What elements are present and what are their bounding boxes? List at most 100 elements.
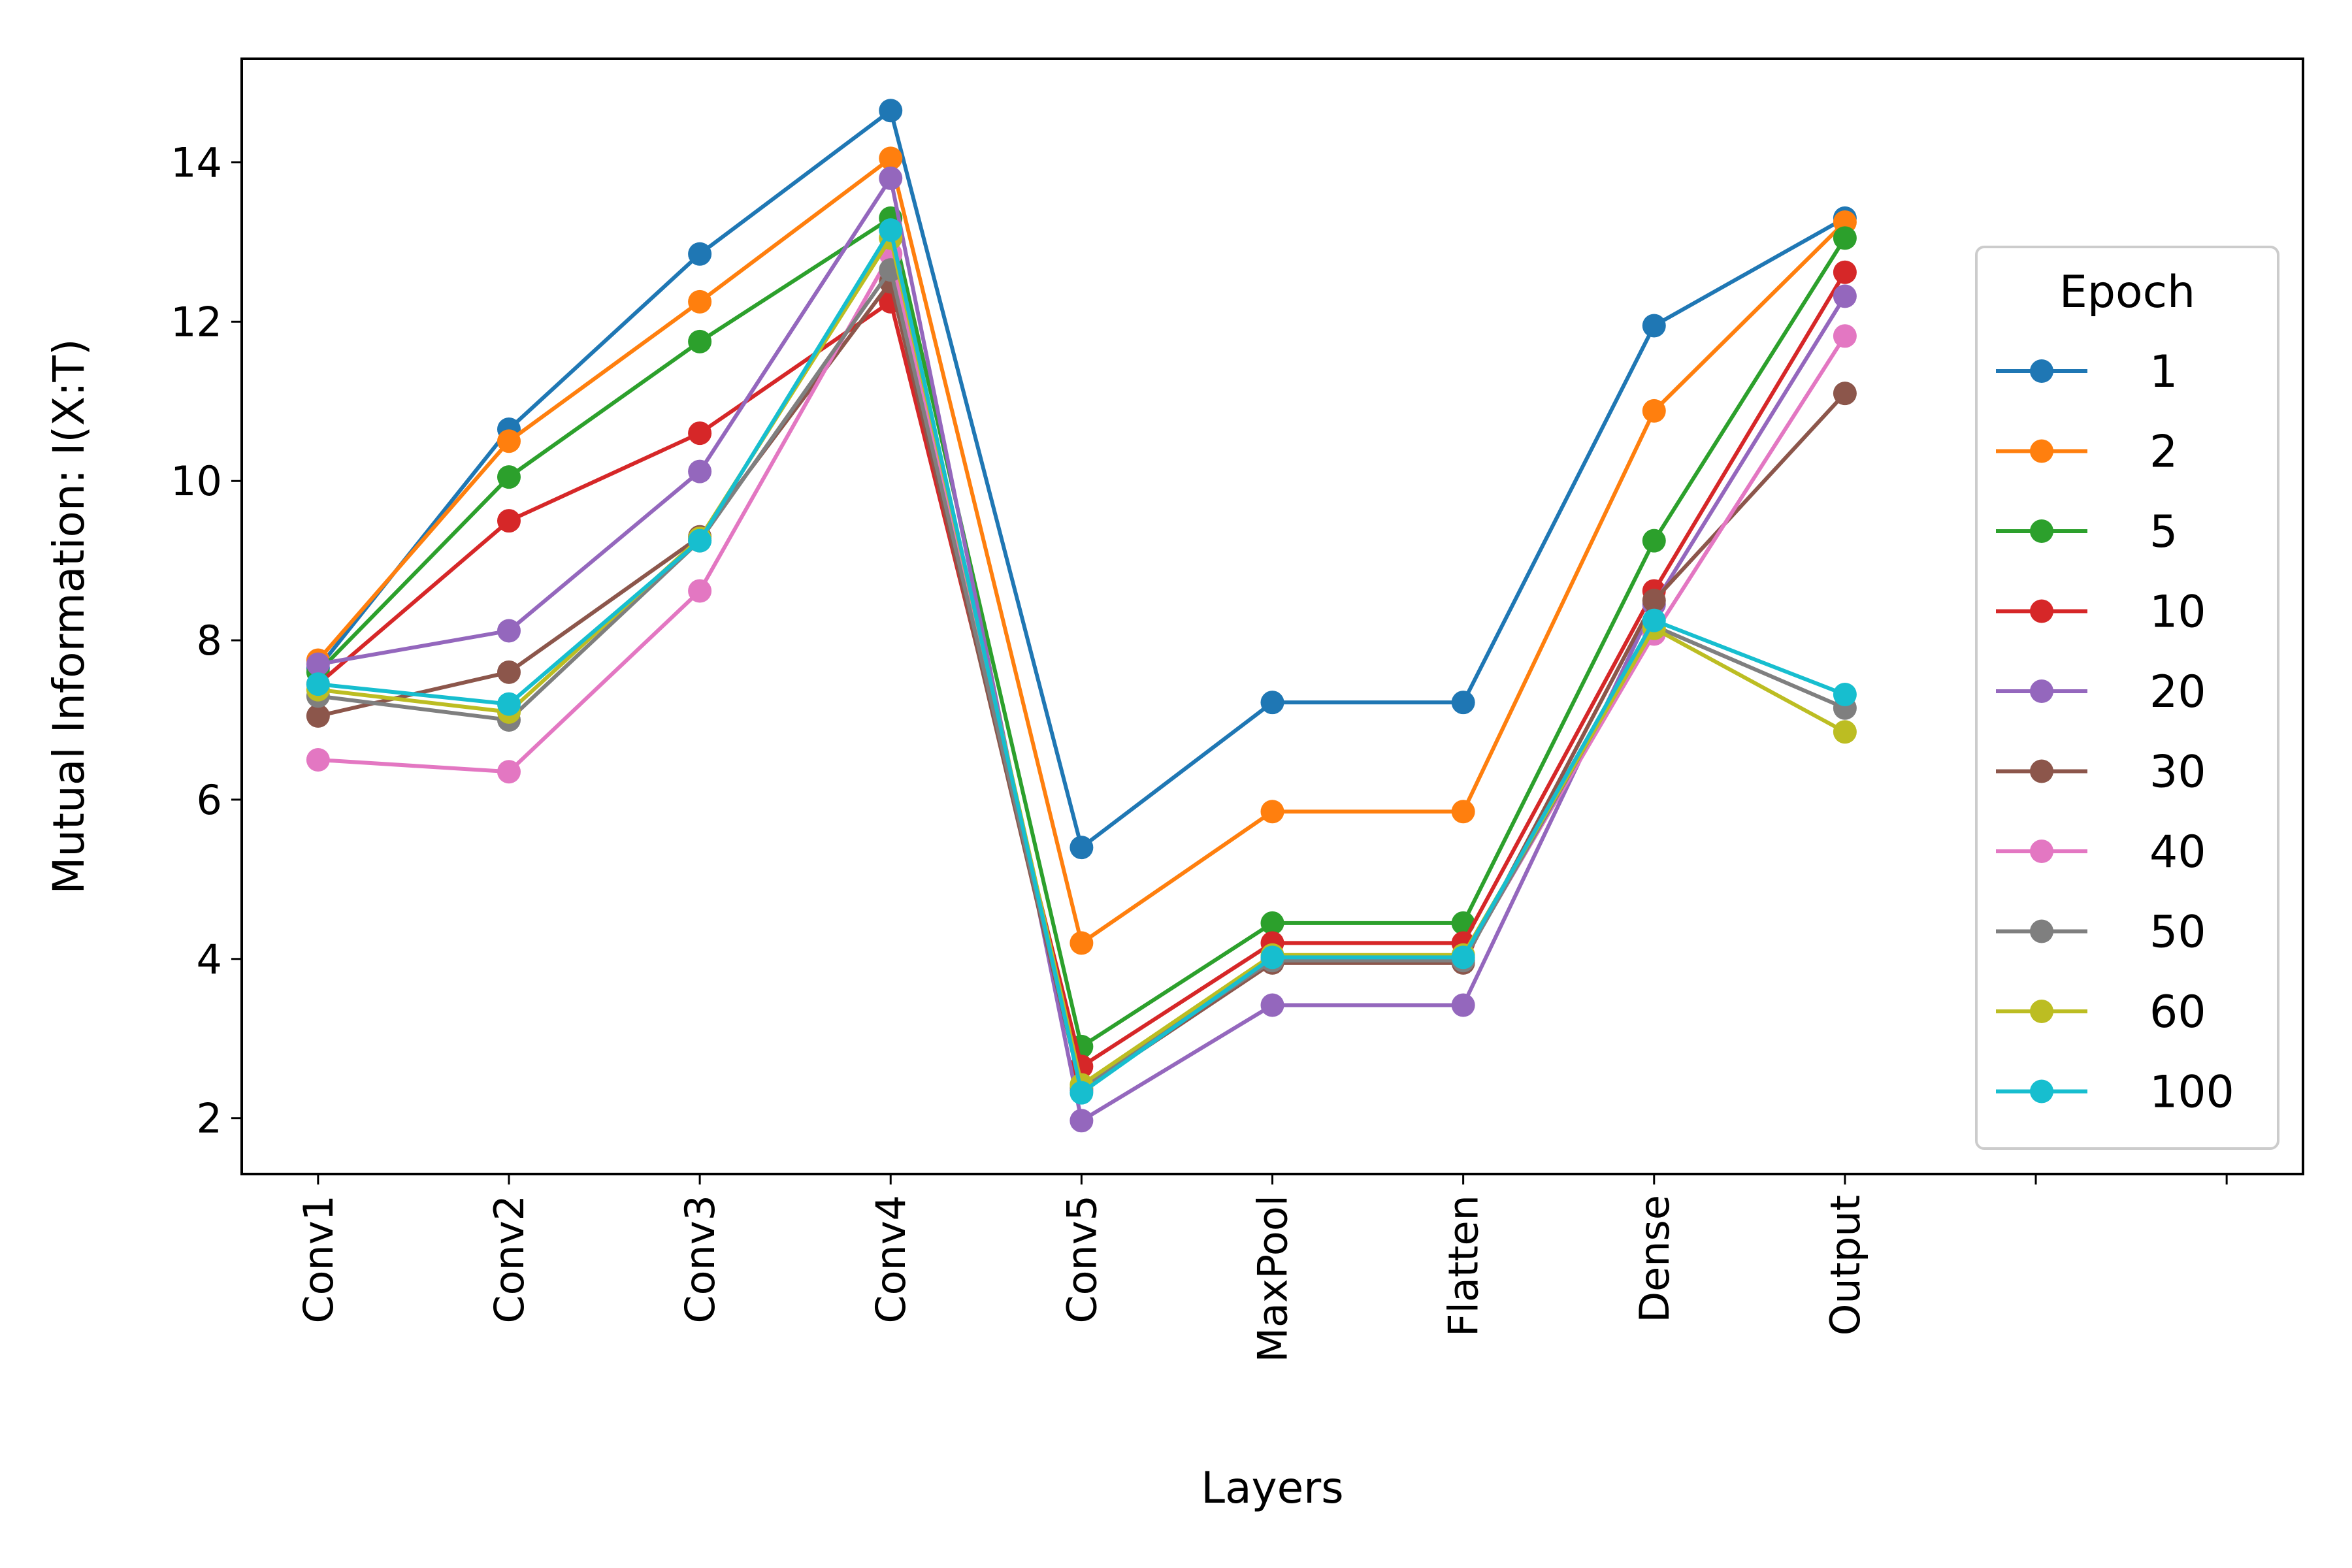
legend-label: 20 [2149,666,2206,718]
legend-label: 10 [2149,587,2206,638]
data-point [688,459,712,483]
data-point [1642,314,1666,338]
data-point [1260,691,1284,715]
data-point [688,289,712,314]
legend-marker [2030,919,2053,943]
data-point [688,242,712,266]
data-point [306,672,330,696]
series-line [316,216,1847,1049]
y-tick-label: 10 [171,457,222,505]
data-point [1833,682,1857,706]
data-point [879,218,903,242]
data-point [688,329,712,353]
data-point [688,579,712,603]
x-tick-label: Conv5 [1058,1195,1105,1324]
y-tick-label: 2 [197,1095,222,1143]
x-axis-label: Layers [1201,1463,1343,1513]
legend-marker [2030,439,2053,463]
x-tick-label: Conv2 [485,1195,533,1324]
y-tick-label: 14 [171,139,222,187]
legend-entry: 60 [1996,987,2206,1038]
legend-label: 5 [2149,506,2178,558]
legend-label: 50 [2149,907,2206,958]
data-point [1833,226,1857,250]
series-line [316,156,1846,945]
data-point [1833,260,1857,284]
legend-entry: 1 [1996,346,2178,398]
data-point [1260,911,1284,935]
data-point [497,509,521,533]
legend-entry: 40 [1996,826,2206,878]
legend-marker [2030,359,2053,383]
legend-label: 40 [2149,826,2206,878]
data-point [497,760,521,784]
data-point [1260,800,1284,824]
data-point [1451,691,1475,715]
legend-entry: 100 [1996,1067,2234,1119]
series-1 [306,99,1857,860]
data-point [1833,720,1857,744]
data-point [497,619,521,643]
legend-marker [2030,759,2053,783]
x-tick-label: Conv1 [295,1195,342,1324]
x-tick-label: MaxPool [1249,1195,1297,1362]
data-point [1451,993,1475,1017]
data-point [306,704,330,728]
data-point [1833,284,1857,308]
legend-label: 2 [2149,427,2178,478]
legend-entry: 50 [1996,907,2206,958]
data-point [1642,529,1666,553]
data-point [1070,836,1094,860]
data-point [497,692,521,716]
data-point [1451,945,1475,970]
data-point [1833,382,1857,406]
data-point [1260,993,1284,1017]
series-2 [306,146,1857,955]
data-point [1642,608,1666,632]
legend-label: 60 [2149,987,2206,1038]
series-line [318,176,1847,1123]
y-tick-label: 12 [171,298,222,346]
data-point [306,747,330,772]
data-point [688,421,712,446]
legend-label: 1 [2149,346,2178,398]
y-axis-label: Mutual Information: I(X:T) [44,338,94,894]
legend-marker [2030,840,2053,863]
x-tick-label: Conv4 [867,1195,915,1324]
legend-marker [2030,519,2053,543]
legend-entry: 2 [1996,427,2178,478]
x-tick-label: Output [1821,1195,1869,1335]
data-point [1260,945,1284,970]
data-point [1070,1081,1094,1105]
x-tick-label: Dense [1631,1195,1678,1323]
plot-area [306,99,1857,1133]
legend-marker [2030,679,2053,703]
x-tick-label: Flatten [1440,1195,1488,1337]
legend: Epoch 1 2 5 10 20 30 40 50 60 100 [1975,246,2279,1150]
y-tick-label: 8 [197,617,222,664]
data-point [879,166,903,190]
data-point [1642,589,1666,613]
legend-entry: 10 [1996,587,2206,638]
legend-label: 100 [2149,1067,2234,1119]
data-point [306,652,330,676]
legend-title: Epoch [2059,267,2195,318]
data-point [1070,931,1094,955]
data-point [1451,800,1475,824]
series-5 [306,206,1857,1058]
data-point [1642,399,1666,423]
legend-label: 30 [2149,747,2206,798]
data-point [1070,1109,1094,1133]
data-point [497,660,521,684]
data-point [497,429,521,453]
data-point [879,99,903,123]
legend-entry: 5 [1996,506,2178,558]
data-point [688,529,712,553]
legend-marker [2030,599,2053,623]
y-tick-label: 4 [197,936,222,983]
legend-entry: 30 [1996,747,2206,798]
legend-box [1975,246,2279,1150]
data-point [497,465,521,489]
